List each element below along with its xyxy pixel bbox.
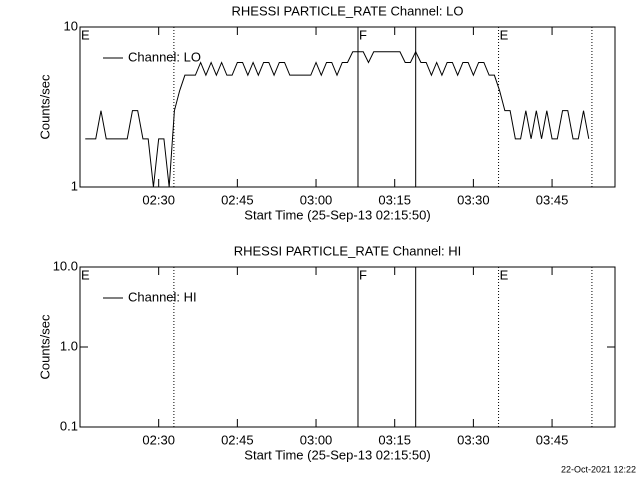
x-tick-label: 02:45 bbox=[221, 432, 254, 447]
x-tick-label: 03:15 bbox=[378, 192, 411, 207]
y-tick-label: 10.0 bbox=[53, 258, 78, 273]
flag-label: E bbox=[81, 27, 90, 42]
y-axis-label: Counts/sec bbox=[37, 74, 52, 140]
x-axis-label: Start Time (25-Sep-13 02:15:50) bbox=[244, 447, 430, 462]
x-tick-label: 03:45 bbox=[536, 432, 569, 447]
x-tick-label: 03:00 bbox=[300, 432, 333, 447]
y-tick-label: 1.0 bbox=[60, 338, 78, 353]
x-axis-label: Start Time (25-Sep-13 02:15:50) bbox=[244, 207, 430, 222]
flag-label: E bbox=[500, 267, 509, 282]
x-tick-label: 03:00 bbox=[300, 192, 333, 207]
x-tick-label: 02:30 bbox=[142, 192, 175, 207]
x-tick-label: 03:15 bbox=[378, 432, 411, 447]
x-tick-label: 03:30 bbox=[457, 192, 490, 207]
data-line bbox=[85, 50, 590, 188]
flag-label: E bbox=[500, 27, 509, 42]
x-tick-label: 02:45 bbox=[221, 192, 254, 207]
x-tick-label: 02:30 bbox=[142, 432, 175, 447]
footer-date: 22-Oct-2021 12:22 bbox=[561, 464, 636, 474]
x-tick-label: 03:45 bbox=[536, 192, 569, 207]
plot-frame bbox=[79, 26, 616, 188]
y-axis-label: Counts/sec bbox=[37, 314, 52, 380]
flag-label: E bbox=[81, 267, 90, 282]
y-tick-label: 0.1 bbox=[60, 418, 78, 433]
flag-label: F bbox=[359, 267, 367, 282]
x-tick-label: 03:30 bbox=[457, 432, 490, 447]
y-tick-label: 10 bbox=[64, 18, 78, 33]
flag-label: F bbox=[359, 27, 367, 42]
y-tick-label: 1 bbox=[71, 178, 78, 193]
legend-label: Channel: LO bbox=[128, 49, 201, 64]
legend-label: Channel: HI bbox=[128, 289, 197, 304]
chart-title: RHESSI PARTICLE_RATE Channel: LO bbox=[232, 3, 464, 18]
chart-title: RHESSI PARTICLE_RATE Channel: HI bbox=[234, 243, 462, 258]
